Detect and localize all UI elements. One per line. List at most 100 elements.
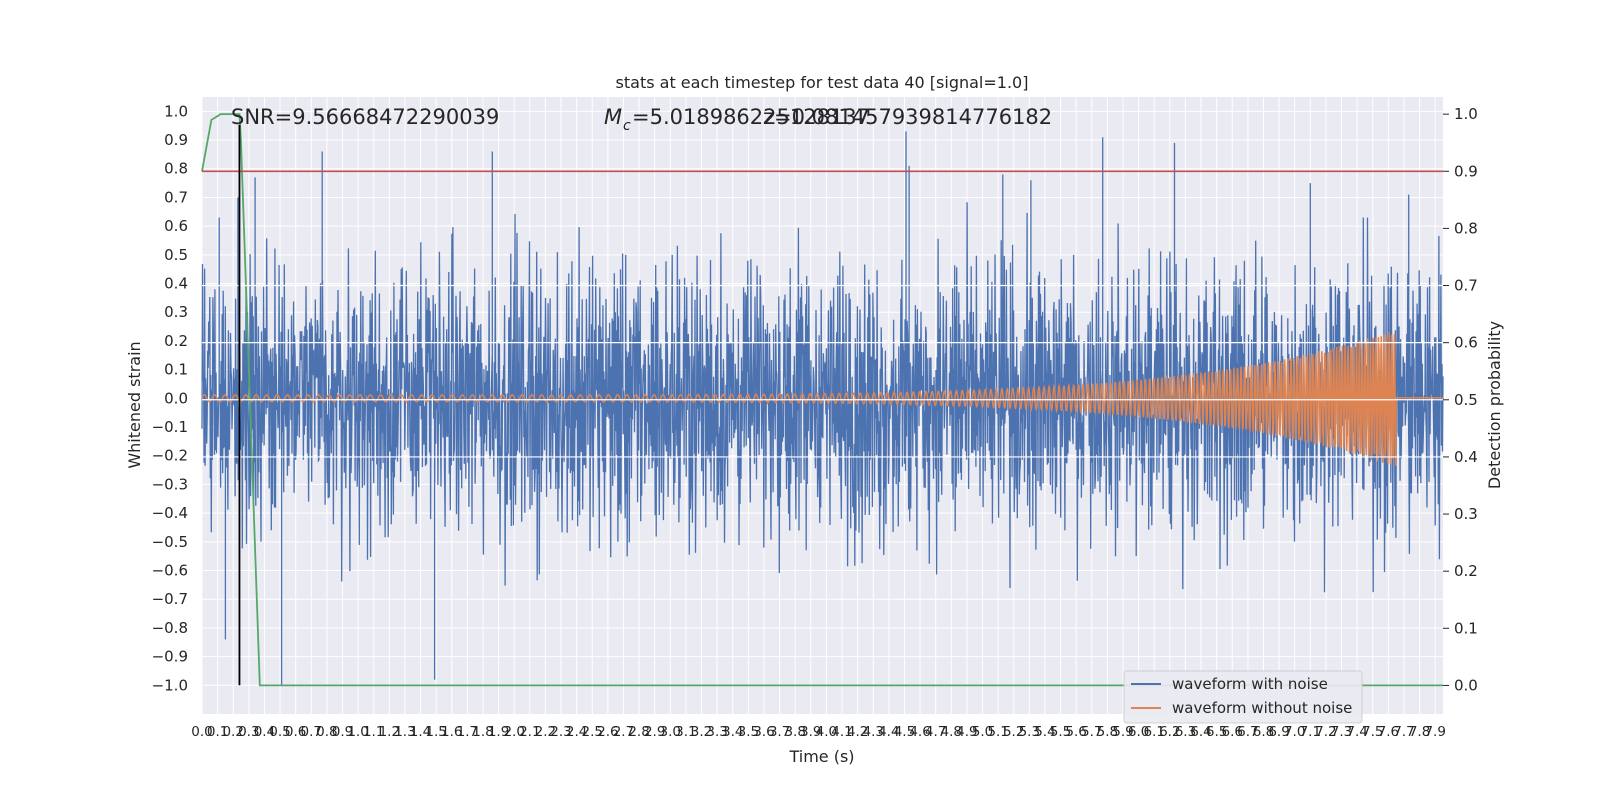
x-tick-label: 1.0 xyxy=(347,724,368,740)
y-tick-label: 0.8 xyxy=(164,160,188,178)
x-tick-label: 6.3 xyxy=(1175,724,1196,740)
x-tick-label: 0.3 xyxy=(238,724,259,740)
x-tick-label: 0.9 xyxy=(332,724,353,740)
x-tick-label: 7.9 xyxy=(1424,724,1445,740)
x-tick-label: 7.4 xyxy=(1346,724,1367,740)
y-tick-label: 0.1 xyxy=(164,361,188,379)
x-tick-label: 1.3 xyxy=(394,724,415,740)
x-tick-label: 5.4 xyxy=(1034,724,1055,740)
x-tick-label: 4.1 xyxy=(831,724,852,740)
y2-axis-label: Detection probability xyxy=(1485,321,1504,489)
x-tick-label: 0.1 xyxy=(207,724,228,740)
x-tick-label: 4.5 xyxy=(894,724,915,740)
x-tick-label: 4.6 xyxy=(909,724,930,740)
x-tick-label: 1.7 xyxy=(457,724,478,740)
y2-tick-label: 1.0 xyxy=(1454,105,1478,123)
x-tick-label: 7.5 xyxy=(1362,724,1383,740)
x-tick-label: 2.3 xyxy=(550,724,571,740)
y-tick-label: −0.2 xyxy=(152,447,188,465)
x-tick-label: 3.2 xyxy=(691,724,712,740)
y2-tick-label: 0.5 xyxy=(1454,391,1478,409)
x-tick-label: 0.7 xyxy=(301,724,322,740)
noise-waveform-path xyxy=(201,131,1444,686)
y-tick-label: −0.4 xyxy=(152,504,188,522)
chirp-mass-subscript: c xyxy=(623,118,631,134)
x-tick-label: 3.9 xyxy=(800,724,821,740)
series-detection-probability xyxy=(201,113,1443,687)
x-tick-label: 7.1 xyxy=(1300,724,1321,740)
y-tick-label: 0.2 xyxy=(164,332,188,350)
x-tick-labels: 0.00.10.20.30.40.50.60.70.80.91.01.11.21… xyxy=(191,724,1446,740)
y-axis-label: Whitened strain xyxy=(125,341,144,468)
y2-tick-labels: 1.0 0.9 0.8 0.7 0.6 0.5 0.4 0.3 0.2 0.1 0.0 xyxy=(1443,105,1478,694)
x-tick-label: 0.0 xyxy=(191,724,212,740)
x-tick-label: 4.7 xyxy=(925,724,946,740)
x-tick-label: 3.0 xyxy=(660,724,681,740)
legend: waveform with noise waveform without noi… xyxy=(1123,670,1363,724)
right-axis-grid-lines xyxy=(202,284,1443,458)
x-tick-label: 3.8 xyxy=(784,724,805,740)
x-tick-label: 4.8 xyxy=(941,724,962,740)
x-tick-label: 7.6 xyxy=(1378,724,1399,740)
x-tick-label: 6.0 xyxy=(1128,724,1149,740)
chirp-mass-annotation: M c =5.018986225128137 xyxy=(604,105,870,134)
y-tick-label: −1.0 xyxy=(152,676,188,694)
chart-title: stats at each timestep for test data 40 … xyxy=(616,73,1029,92)
detection-probability-path xyxy=(201,113,1443,687)
y-tick-labels: 1.0 0.9 0.8 0.7 0.6 0.5 0.4 0.3 0.2 0.1 0.0 −0.1 −0.… xyxy=(152,102,188,694)
x-tick-label: 2.9 xyxy=(644,724,665,740)
overlap-annotation: z=0.0814579398147761​82 xyxy=(763,105,1052,129)
x-tick-label: 3.3 xyxy=(706,724,727,740)
y-tick-label: 0.3 xyxy=(164,303,188,321)
x-tick-label: 1.1 xyxy=(363,724,384,740)
x-tick-label: 0.8 xyxy=(316,724,337,740)
x-tick-label: 4.3 xyxy=(862,724,883,740)
x-tick-label: 2.7 xyxy=(613,724,634,740)
x-tick-label: 6.4 xyxy=(1190,724,1211,740)
x-tick-label: 3.1 xyxy=(675,724,696,740)
x-tick-label: 1.6 xyxy=(441,724,462,740)
x-tick-label: 7.3 xyxy=(1331,724,1352,740)
x-tick-label: 7.2 xyxy=(1315,724,1336,740)
y2-tick-label: 0.9 xyxy=(1454,162,1478,180)
y2-tick-label: 0.7 xyxy=(1454,277,1478,295)
x-tick-label: 3.4 xyxy=(722,724,743,740)
x-tick-label: 1.2 xyxy=(379,724,400,740)
y2-tick-label: 0.1 xyxy=(1454,619,1478,637)
y-tick-label: 0.4 xyxy=(164,275,188,293)
x-tick-label: 2.4 xyxy=(566,724,587,740)
x-tick-label: 2.1 xyxy=(519,724,540,740)
x-tick-label: 5.7 xyxy=(1081,724,1102,740)
x-tick-label: 4.2 xyxy=(847,724,868,740)
y2-tick-label: 0.2 xyxy=(1454,562,1478,580)
y-tick-label: 0.5 xyxy=(164,246,188,264)
y-tick-label: −0.1 xyxy=(152,418,188,436)
x-tick-label: 5.0 xyxy=(972,724,993,740)
x-tick-label: 5.3 xyxy=(1019,724,1040,740)
x-tick-label: 2.0 xyxy=(503,724,524,740)
x-tick-label: 1.9 xyxy=(488,724,509,740)
x-tick-label: 4.0 xyxy=(816,724,837,740)
y2-tick-label: 0.3 xyxy=(1454,505,1478,523)
x-tick-label: 6.5 xyxy=(1206,724,1227,740)
x-tick-label: 5.2 xyxy=(1003,724,1024,740)
y-tick-label: 0.9 xyxy=(164,131,188,149)
y-tick-label: −0.8 xyxy=(152,619,188,637)
x-tick-label: 6.6 xyxy=(1222,724,1243,740)
x-tick-label: 6.2 xyxy=(1159,724,1180,740)
x-tick-label: 3.7 xyxy=(769,724,790,740)
x-axis-label: Time (s) xyxy=(788,747,854,766)
x-tick-label: 7.0 xyxy=(1284,724,1305,740)
y-tick-label: 1.0 xyxy=(164,102,188,120)
x-tick-label: 2.8 xyxy=(628,724,649,740)
x-tick-label: 6.9 xyxy=(1268,724,1289,740)
x-tick-label: 2.6 xyxy=(597,724,618,740)
x-tick-label: 0.6 xyxy=(285,724,306,740)
x-tick-label: 4.4 xyxy=(878,724,899,740)
x-tick-label: 3.5 xyxy=(738,724,759,740)
y-tick-label: −0.3 xyxy=(152,475,188,493)
y-tick-label: 0.6 xyxy=(164,217,188,235)
x-tick-label: 2.5 xyxy=(582,724,603,740)
x-tick-label: 7.7 xyxy=(1393,724,1414,740)
